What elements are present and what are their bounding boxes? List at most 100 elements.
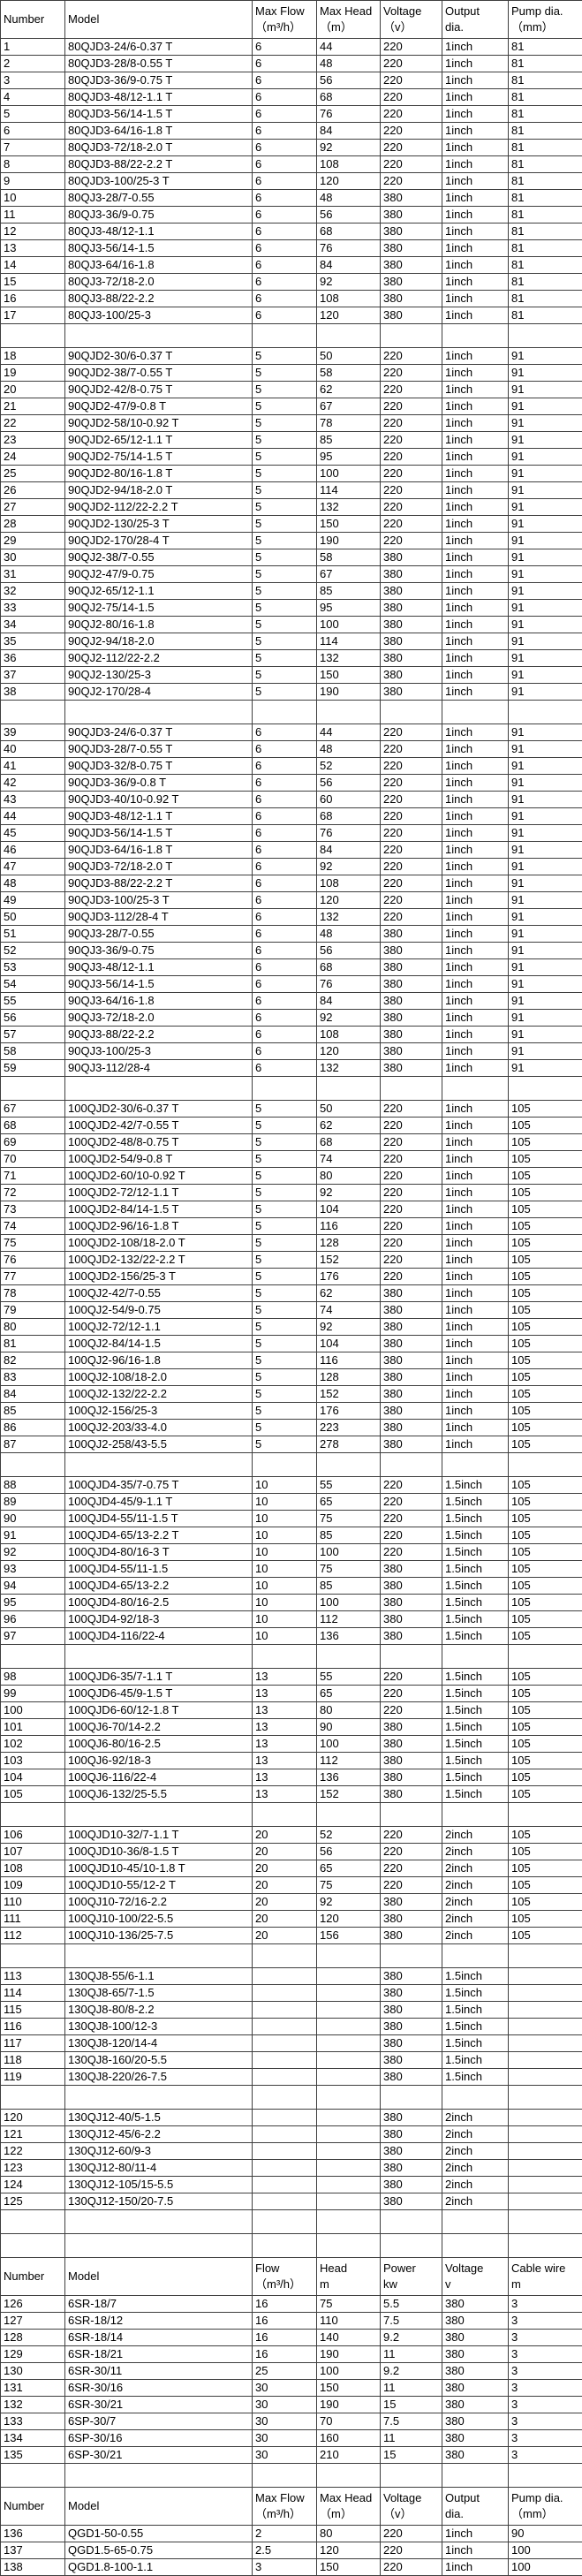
spacer-cell xyxy=(509,1645,582,1669)
cell-max_flow: 6 xyxy=(253,1060,317,1077)
cell-max_head xyxy=(317,2069,381,2086)
cell-output_dia: 1inch xyxy=(442,415,509,432)
cell-pump_dia: 91 xyxy=(509,600,582,617)
col-header-line: （m³/h） xyxy=(255,2506,314,2522)
cell-max_flow: 6 xyxy=(253,106,317,123)
cell-max_head: 62 xyxy=(317,1118,381,1134)
cell-voltage: 220 xyxy=(381,348,442,365)
cell-max_head: 92 xyxy=(317,1319,381,1336)
spacer-cell xyxy=(65,2234,253,2258)
cell-voltage: 380 xyxy=(381,2160,442,2177)
cell-number: 47 xyxy=(1,859,65,875)
cell-cable_wire: 3 xyxy=(509,2296,582,2313)
cell-number: 112 xyxy=(1,1928,65,1944)
cell-max_head: 112 xyxy=(317,1611,381,1628)
cell-max_head: 80 xyxy=(317,2526,381,2542)
cell-number: 104 xyxy=(1,1769,65,1786)
spacer-cell xyxy=(1,701,65,724)
cell-number: 94 xyxy=(1,1578,65,1595)
cell-voltage: 220 xyxy=(381,1844,442,1860)
cell-max_flow: 13 xyxy=(253,1769,317,1786)
cell-voltage: 380 xyxy=(442,2380,509,2397)
cell-flow: 25 xyxy=(253,2363,317,2380)
cell-head: 75 xyxy=(317,2296,381,2313)
col-header-line: Output xyxy=(445,2490,505,2506)
cell-pump_dia: 105 xyxy=(509,1595,582,1611)
cell-number: 50 xyxy=(1,909,65,926)
cell-number: 17 xyxy=(1,307,65,324)
cell-pump_dia: 91 xyxy=(509,482,582,499)
cell-pump_dia: 81 xyxy=(509,123,582,140)
cell-number: 37 xyxy=(1,667,65,684)
cell-number: 55 xyxy=(1,993,65,1010)
cell-pump_dia: 105 xyxy=(509,1101,582,1118)
cell-output_dia: 1inch xyxy=(442,724,509,741)
cell-number: 79 xyxy=(1,1302,65,1319)
cell-flow: 30 xyxy=(253,2447,317,2464)
col-header-model: Model xyxy=(65,2488,253,2526)
col-header-line: Max Flow xyxy=(255,2490,314,2506)
cell-max_head: 116 xyxy=(317,1218,381,1235)
cell-cable_wire: 3 xyxy=(509,2380,582,2397)
cell-max_flow: 6 xyxy=(253,775,317,792)
cell-number: 71 xyxy=(1,1168,65,1185)
cell-flow: 16 xyxy=(253,2296,317,2313)
cell-output_dia: 1inch xyxy=(442,1420,509,1436)
cell-voltage: 220 xyxy=(381,1269,442,1285)
cell-voltage: 380 xyxy=(381,1928,442,1944)
cell-max_head: 114 xyxy=(317,482,381,499)
cell-voltage: 220 xyxy=(381,1252,442,1269)
cell-max_head: 223 xyxy=(317,1420,381,1436)
cell-pump_dia: 105 xyxy=(509,1860,582,1877)
cell-voltage: 380 xyxy=(381,976,442,993)
cell-max_flow xyxy=(253,2002,317,2019)
spacer-cell xyxy=(65,324,253,348)
cell-model: 130QJ12-150/20-7.5 xyxy=(65,2193,253,2210)
cell-power: 15 xyxy=(381,2397,442,2413)
spacer-cell xyxy=(317,1803,381,1827)
cell-max_flow: 5 xyxy=(253,1319,317,1336)
cell-max_head: 108 xyxy=(317,291,381,307)
cell-number: 23 xyxy=(1,432,65,449)
spacer-cell xyxy=(442,2210,509,2234)
cell-flow: 16 xyxy=(253,2330,317,2346)
col-header-line: （mm） xyxy=(511,19,579,35)
cell-model: 90QJ3-64/16-1.8 xyxy=(65,993,253,1010)
cell-max_head: 92 xyxy=(317,1010,381,1027)
cell-max_head: 100 xyxy=(317,617,381,633)
cell-model: 100QJD2-72/12-1.1 T xyxy=(65,1185,253,1201)
cell-number: 102 xyxy=(1,1736,65,1753)
cell-number: 34 xyxy=(1,617,65,633)
spacer-cell xyxy=(1,1944,65,1968)
cell-pump_dia xyxy=(509,2160,582,2177)
cell-max_flow xyxy=(253,2110,317,2126)
cell-output_dia: 1inch xyxy=(442,1369,509,1386)
cell-model: 90QJ2-94/18-2.0 xyxy=(65,633,253,650)
spacer-cell xyxy=(65,1077,253,1101)
cell-pump_dia: 91 xyxy=(509,533,582,549)
cell-number: 43 xyxy=(1,792,65,808)
spacer-cell xyxy=(442,1453,509,1477)
cell-pump_dia: 91 xyxy=(509,667,582,684)
cell-power: 9.2 xyxy=(381,2330,442,2346)
cell-voltage: 220 xyxy=(381,466,442,482)
cell-number: 76 xyxy=(1,1252,65,1269)
cell-max_flow: 10 xyxy=(253,1595,317,1611)
cell-max_flow: 6 xyxy=(253,842,317,859)
cell-voltage: 380 xyxy=(381,1786,442,1803)
cell-number: 109 xyxy=(1,1877,65,1894)
cell-voltage: 380 xyxy=(381,2143,442,2160)
cell-voltage: 220 xyxy=(381,432,442,449)
cell-max_flow: 6 xyxy=(253,1043,317,1060)
cell-max_head: 120 xyxy=(317,892,381,909)
cell-output_dia: 2inch xyxy=(442,1844,509,1860)
cell-voltage: 220 xyxy=(381,1218,442,1235)
cell-head: 160 xyxy=(317,2430,381,2447)
spacer-cell xyxy=(509,324,582,348)
